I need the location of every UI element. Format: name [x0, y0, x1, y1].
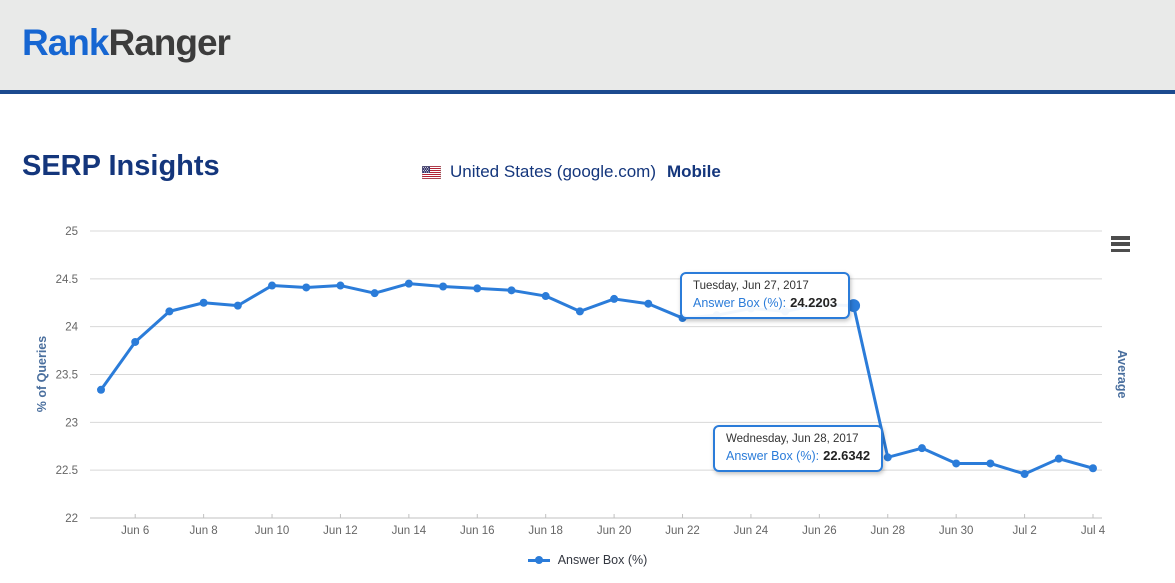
x-tick-label: Jun 24	[734, 525, 769, 537]
data-point-jun-7[interactable]	[165, 307, 174, 316]
legend-series-marker-icon	[527, 556, 550, 564]
x-tick-label: Jun 16	[460, 525, 495, 537]
x-tick-label: Jun 6	[121, 525, 149, 537]
data-point-jun-15[interactable]	[439, 282, 448, 291]
chart-tooltip-jun28: Wednesday, Jun 28, 2017 Answer Box (%) 22…	[713, 425, 884, 472]
y-tick-label: 22	[65, 513, 78, 525]
data-point-jul-2[interactable]	[1020, 469, 1029, 478]
data-point-jul-3[interactable]	[1054, 454, 1063, 463]
data-point-jun-10[interactable]	[268, 281, 277, 290]
data-point-jun-16[interactable]	[473, 284, 482, 293]
x-tick-label: Jun 8	[190, 525, 218, 537]
x-tick-label: Jun 12	[323, 525, 358, 537]
data-point-jun-21[interactable]	[644, 299, 653, 308]
data-point-jun-18[interactable]	[541, 292, 550, 301]
series-line	[99, 282, 1095, 476]
tooltip-value: 24.2203	[790, 295, 838, 310]
serp-insights-chart: 22 22.5 23 23.5 24 24.5 25 Jun 6 Jun 8 Jun 10 Jun …	[35, 226, 1129, 537]
y-tick-label: 23	[65, 417, 78, 429]
x-tick-label: Jun 26	[802, 525, 837, 537]
x-tick-label: Jul 4	[1081, 525, 1106, 537]
x-tick-label: Jun 10	[255, 525, 290, 537]
data-point-jun-28[interactable]	[883, 453, 892, 462]
right-axis-title: Average	[1115, 350, 1129, 399]
logo-text-rank: Rank	[22, 22, 109, 63]
data-point-jun-9[interactable]	[233, 301, 242, 310]
chart-tooltip-jun27: Tuesday, Jun 27, 2017 Answer Box (%) 24.2…	[680, 272, 851, 319]
chart-menu-icon[interactable]	[1111, 236, 1131, 252]
us-flag-icon	[422, 165, 441, 179]
tooltip-date: Wednesday, Jun 28, 2017	[726, 433, 859, 445]
y-tick-label: 25	[65, 226, 78, 238]
data-point-jun-20[interactable]	[610, 294, 619, 303]
y-axis-title: % of Queries	[35, 336, 49, 412]
y-tick-label: 24.5	[56, 274, 78, 286]
x-tick-label: Jun 22	[665, 525, 700, 537]
x-tick-label: Jun 18	[528, 525, 563, 537]
x-tick-label: Jun 28	[870, 525, 905, 537]
tooltip-value: 22.6342	[823, 448, 871, 463]
y-tick-label: 23.5	[56, 370, 78, 382]
data-point-jun-30[interactable]	[952, 459, 961, 468]
chart-legend: Answer Box (%)	[0, 550, 1175, 570]
legend-item-answer-box[interactable]: Answer Box (%)	[527, 553, 648, 567]
data-point-jul-1[interactable]	[986, 459, 995, 468]
data-point-jun-29[interactable]	[917, 444, 926, 453]
data-point-jun-8[interactable]	[199, 298, 208, 307]
data-point-jul-4[interactable]	[1089, 464, 1097, 473]
chart-subtitle: United States (google.com) Mobile	[422, 161, 721, 183]
x-tick-label: Jun 30	[939, 525, 974, 537]
data-point-jun-17[interactable]	[507, 286, 516, 295]
y-tick-label: 24	[65, 322, 78, 334]
rankranger-logo[interactable]: RankRanger	[22, 22, 231, 64]
data-point-jun-12[interactable]	[336, 281, 345, 290]
data-point-jun-14[interactable]	[404, 279, 413, 288]
tooltip-date: Tuesday, Jun 27, 2017	[693, 280, 809, 292]
x-tick-label: Jun 20	[597, 525, 632, 537]
y-tick-label: 22.5	[56, 465, 78, 477]
data-point-jun-11[interactable]	[302, 283, 311, 292]
logo-text-ranger: Ranger	[108, 22, 230, 63]
tooltip-series-label: Answer Box (%)	[693, 296, 786, 310]
data-point-jun-19[interactable]	[575, 307, 584, 316]
data-point-jun-6[interactable]	[131, 337, 140, 346]
data-point-jun-13[interactable]	[370, 289, 379, 298]
legend-label: Answer Box (%)	[557, 553, 648, 567]
page-title: SERP Insights	[22, 150, 220, 182]
header: RankRanger	[0, 0, 1175, 94]
subtitle-location: United States (google.com)	[450, 162, 656, 181]
subtitle-device: Mobile	[667, 162, 721, 181]
data-point-jun-27[interactable]	[847, 299, 861, 313]
data-point-jun-5[interactable]	[97, 385, 105, 394]
tooltip-series-label: Answer Box (%)	[726, 449, 819, 463]
x-tick-label: Jul 2	[1012, 525, 1036, 537]
x-tick-label: Jun 14	[392, 525, 427, 537]
